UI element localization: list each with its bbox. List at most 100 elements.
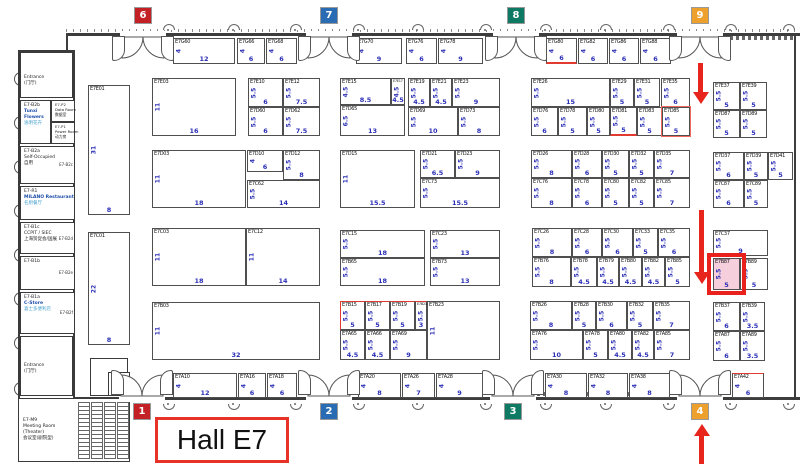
door-leaf-icon: [669, 370, 682, 395]
gate-opening: [677, 396, 723, 402]
bw-label: 7: [669, 351, 675, 359]
bid-label: E7A78: [585, 331, 600, 337]
bd-label: 5.5: [631, 187, 639, 199]
bw-label: 6: [726, 199, 731, 207]
bd-label: 11: [154, 174, 162, 184]
bid-label: E7B28: [574, 302, 589, 308]
bid-label: E7B79: [599, 258, 614, 264]
bid-label: E7B85: [667, 258, 682, 264]
bd-label: 5.5: [574, 187, 582, 199]
bid-label: E7C89: [746, 181, 761, 187]
bd-label: 11: [154, 326, 162, 336]
bd-label: 5.5: [656, 187, 664, 199]
bid-label: E7E12: [285, 79, 300, 85]
arrow-to-gate4-head: [694, 424, 710, 436]
bw-label: 5: [613, 169, 618, 177]
booth-E7D32: E7D32 5.5 5: [629, 150, 654, 178]
rl-label: Flowers: [24, 114, 44, 120]
booth-E7B73: E7B73 5.5 13: [430, 258, 500, 286]
door-arcs-icon: [121, 36, 165, 59]
bid-label: E7B26: [532, 302, 547, 308]
bd-label: 5.5: [342, 339, 350, 351]
bw-label: 15.5: [369, 199, 386, 207]
bw-label: 8.5: [359, 96, 372, 104]
column-marker-icon: [228, 24, 240, 31]
bid-label: E7C73: [422, 179, 437, 185]
bd-label: 5.5: [634, 339, 642, 351]
bid-label: E7G66: [239, 39, 255, 45]
bw-label: 6: [621, 55, 627, 63]
column-marker-icon: [663, 24, 675, 31]
bw-label: 6: [584, 169, 590, 177]
bid-label: E7C12: [248, 229, 263, 235]
column-marker-icon: [353, 24, 365, 31]
bid-label: E7A89: [742, 332, 757, 338]
booth-E7D65: E7D65 6.5 13: [340, 105, 405, 136]
booth-E7E12: E7E12 5.5 7.5: [283, 78, 320, 107]
booth-E7A78: E7A78 5.5 5: [583, 330, 608, 360]
bid-label: E7D81: [612, 108, 628, 114]
bw-label: 5: [778, 171, 783, 179]
column-marker-icon: [163, 404, 175, 410]
booth-E7B21: E7B21 5.5 3: [415, 301, 427, 330]
bw-label: 5: [639, 199, 644, 207]
bid-label: E7A18: [269, 374, 284, 380]
door-arcs-icon: [307, 36, 351, 59]
bid-label: E7B80: [621, 258, 636, 264]
bw-label: 9: [473, 98, 479, 106]
bd-label: 11: [248, 252, 256, 262]
wall-tick-strip: [66, 29, 800, 32]
booth-E7D78: E7D78 5.5 5: [558, 107, 587, 136]
arrow-to-booth-E7B87: [699, 210, 704, 273]
bid-label: E7D76: [533, 108, 549, 114]
bw-label: 8: [476, 127, 482, 135]
booth-E7C85: E7C85 5.5 7: [654, 178, 690, 208]
rl-label: Data Room: [55, 106, 77, 112]
booth-E7C12: E7C12 11 14: [246, 228, 320, 286]
bid-label: E7D10: [249, 151, 265, 157]
bid-label: E7B37: [715, 303, 730, 309]
bw-label: 4.5: [371, 351, 384, 359]
bw-label: 6.5: [431, 169, 444, 177]
bw-label: 5: [400, 321, 405, 329]
bid-label: E7C23: [432, 231, 447, 237]
rsub-label: E7-B2e: [58, 270, 73, 276]
room-cstore: E7-B1a C-Store 喜士多便利店 E7-B2f: [20, 292, 75, 334]
bw-label: 5: [639, 169, 644, 177]
rl-label: E7-P2: [55, 102, 66, 107]
bw-label: 8: [647, 389, 652, 397]
bw-label: 5: [751, 281, 757, 289]
room-flowers: E7-B2b Tunxi Flowers 逸明花卉: [20, 100, 51, 144]
bid-label: E7G88: [642, 39, 658, 45]
bw-label: 6: [609, 321, 614, 329]
bw-label: 14: [278, 277, 288, 285]
booth-E7E23: E7E23 5.5 9: [452, 78, 500, 107]
bid-label: E7A69: [392, 331, 407, 337]
booth-E7G60: E7G60 4 12: [173, 38, 235, 64]
booth-E7C37: E7C37 5.5 9: [713, 230, 768, 256]
bw-label: 6: [559, 54, 564, 62]
bw-label: 5: [647, 127, 652, 135]
bw-label: 5: [637, 321, 643, 329]
bw-label: 5: [753, 171, 759, 179]
bd-label: 22: [90, 284, 98, 293]
bid-label: E7E39: [742, 83, 757, 89]
booth-E7E39: E7E39 5.5 5: [740, 82, 767, 110]
bw-label: 10: [551, 351, 562, 359]
door-leaf-icon: [531, 370, 544, 395]
bid-label: E7E29: [612, 79, 627, 85]
rl-label: 上海贸促会/国展: [24, 236, 58, 242]
bid-label: E7B19: [392, 302, 407, 308]
bid-label: E7C03: [154, 229, 169, 235]
bid-label: E7G70: [358, 39, 374, 45]
booth-E7A38: E7A38 4 8: [629, 373, 670, 398]
door-leaf-icon: [298, 370, 311, 395]
bid-label: E7B30: [598, 302, 613, 308]
booth-E7G76: E7G76 4 6: [406, 38, 437, 64]
column-marker-icon: [163, 24, 175, 31]
column-marker-icon: [412, 24, 424, 31]
bid-label: E7G82: [580, 39, 596, 45]
gate-7-badge: 7: [321, 8, 337, 23]
booth-E7C89: E7C89 5.5 5: [744, 180, 768, 208]
